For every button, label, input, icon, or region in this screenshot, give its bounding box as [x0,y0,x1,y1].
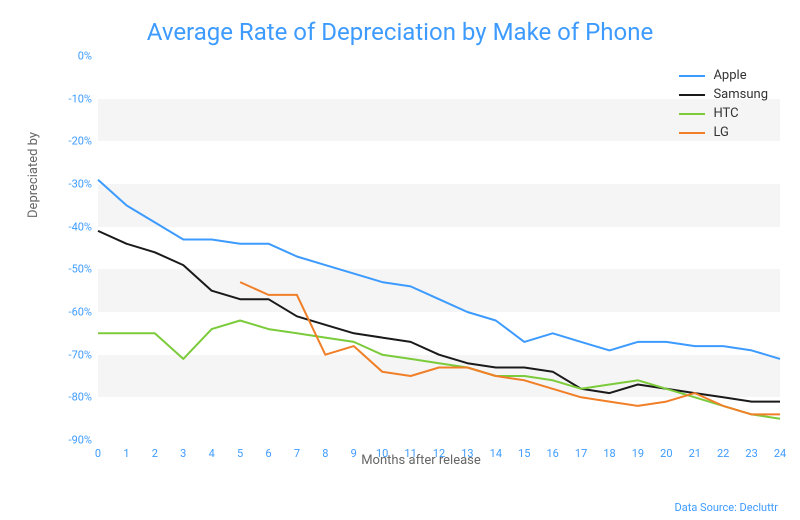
y-tick: -40% [58,220,92,233]
y-tick: -60% [58,306,92,319]
y-tick: -90% [58,434,92,447]
legend-item-lg: LG [679,125,768,140]
legend-swatch [679,75,705,77]
y-tick: -20% [58,135,92,148]
y-tick: 0% [58,50,92,63]
legend-swatch [679,132,705,134]
plot-area: Depreciated by 0%-10%-20%-30%-40%-50%-60… [62,56,780,466]
y-tick: -30% [58,178,92,191]
legend-swatch [679,113,705,115]
series-line-apple [98,180,780,359]
y-tick: -10% [58,92,92,105]
series-line-samsung [98,231,780,402]
chart-container: Average Rate of Depreciation by Make of … [0,0,800,520]
legend-label: Samsung [713,87,768,102]
plot-canvas: 0%-10%-20%-30%-40%-50%-60%-70%-80%-90%01… [98,56,780,440]
legend-item-samsung: Samsung [679,87,768,102]
legend-item-htc: HTC [679,106,768,121]
chart-title: Average Rate of Depreciation by Make of … [20,10,780,52]
y-tick: -80% [58,391,92,404]
legend: Apple Samsung HTC LG [679,68,768,144]
series-line-htc [98,321,780,419]
legend-label: HTC [713,106,738,121]
legend-label: Apple [713,68,746,83]
legend-item-apple: Apple [679,68,768,83]
y-tick: -50% [58,263,92,276]
x-axis-label: Months after release [62,453,780,468]
legend-swatch [679,94,705,96]
y-tick: -70% [58,348,92,361]
y-axis-label: Depreciated by [26,132,41,218]
series-line-lg [240,282,780,414]
data-source: Data Source: Decluttr [675,501,778,514]
legend-label: LG [713,125,728,140]
lines-svg [98,56,780,440]
